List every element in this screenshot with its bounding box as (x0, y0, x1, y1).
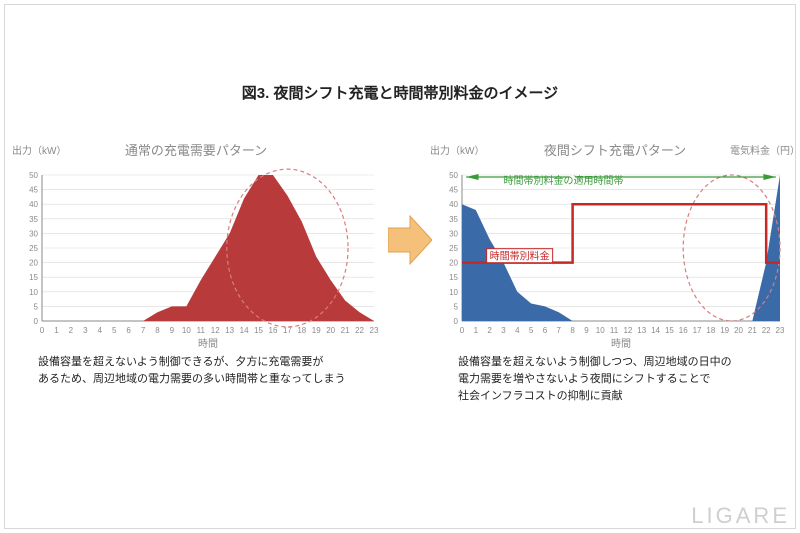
left-caption: 設備容量を超えないよう制御できるが、夕方に充電需要があるため、周辺地域の電力需要… (38, 354, 378, 388)
svg-text:1: 1 (54, 326, 59, 335)
svg-text:15: 15 (449, 273, 458, 282)
svg-text:1: 1 (474, 326, 479, 335)
svg-text:16: 16 (679, 326, 688, 335)
svg-text:4: 4 (515, 326, 520, 335)
svg-text:11: 11 (197, 326, 206, 335)
svg-text:5: 5 (529, 326, 534, 335)
svg-text:10: 10 (596, 326, 605, 335)
svg-text:20: 20 (326, 326, 335, 335)
svg-text:10: 10 (182, 326, 191, 335)
svg-text:2: 2 (69, 326, 74, 335)
svg-text:0: 0 (40, 326, 45, 335)
svg-text:時間帯別料金の適用時間帯: 時間帯別料金の適用時間帯 (503, 174, 623, 187)
svg-text:45: 45 (29, 186, 38, 195)
svg-text:50: 50 (29, 171, 38, 180)
svg-text:14: 14 (651, 326, 660, 335)
svg-text:8: 8 (155, 326, 160, 335)
right-y-axis-label: 出力（kW） (430, 142, 484, 157)
svg-text:18: 18 (297, 326, 306, 335)
svg-text:8: 8 (570, 326, 575, 335)
svg-text:4: 4 (98, 326, 103, 335)
svg-text:6: 6 (543, 326, 548, 335)
svg-text:30: 30 (29, 229, 38, 238)
svg-text:0: 0 (460, 326, 465, 335)
svg-text:13: 13 (637, 326, 646, 335)
svg-text:6: 6 (126, 326, 131, 335)
svg-text:21: 21 (341, 326, 350, 335)
svg-text:22: 22 (355, 326, 364, 335)
svg-text:19: 19 (312, 326, 321, 335)
svg-text:5: 5 (454, 302, 459, 311)
svg-text:22: 22 (762, 326, 771, 335)
svg-text:13: 13 (225, 326, 234, 335)
svg-text:23: 23 (370, 326, 379, 335)
left-chart-svg: 0510152025303540455001234567891011121314… (10, 161, 382, 351)
svg-text:9: 9 (170, 326, 175, 335)
svg-text:7: 7 (557, 326, 562, 335)
chart-area: 通常の充電需要パターン 出力（kW） 051015202530354045500… (10, 140, 790, 400)
transition-arrow (388, 210, 432, 270)
svg-text:35: 35 (449, 215, 458, 224)
svg-text:17: 17 (283, 326, 292, 335)
right-chart-svg: 0510152025303540455001234567891011121314… (430, 161, 800, 351)
svg-text:0: 0 (34, 317, 39, 326)
svg-text:時間: 時間 (198, 338, 218, 350)
svg-text:40: 40 (449, 200, 458, 209)
svg-text:50: 50 (449, 171, 458, 180)
svg-text:3: 3 (83, 326, 88, 335)
svg-text:21: 21 (748, 326, 757, 335)
svg-text:25: 25 (449, 244, 458, 253)
svg-text:20: 20 (449, 259, 458, 268)
svg-text:12: 12 (623, 326, 632, 335)
svg-text:16: 16 (269, 326, 278, 335)
watermark: LIGARE (691, 503, 790, 529)
right-caption: 設備容量を超えないよう制御しつつ、周辺地域の日中の電力需要を増やさないよう夜間に… (458, 354, 798, 405)
svg-text:12: 12 (211, 326, 220, 335)
svg-text:17: 17 (693, 326, 702, 335)
left-y-axis-label: 出力（kW） (12, 142, 66, 157)
svg-text:時間帯別料金: 時間帯別料金 (490, 250, 550, 263)
svg-text:11: 11 (610, 326, 619, 335)
svg-text:15: 15 (29, 273, 38, 282)
svg-text:5: 5 (112, 326, 117, 335)
svg-text:3: 3 (501, 326, 506, 335)
svg-text:35: 35 (29, 215, 38, 224)
svg-text:15: 15 (665, 326, 674, 335)
svg-text:5: 5 (34, 302, 39, 311)
svg-text:23: 23 (776, 326, 785, 335)
svg-text:20: 20 (29, 259, 38, 268)
svg-text:20: 20 (734, 326, 743, 335)
main-title: 図3. 夜間シフト充電と時間帯別料金のイメージ (0, 82, 800, 103)
right-y2-axis-label: 電気料金（円） (730, 142, 800, 157)
svg-text:10: 10 (29, 288, 38, 297)
svg-text:14: 14 (240, 326, 249, 335)
svg-text:25: 25 (29, 244, 38, 253)
svg-text:18: 18 (706, 326, 715, 335)
right-panel: 夜間シフト充電パターン 出力（kW） 電気料金（円） 0510152025303… (430, 140, 800, 351)
svg-text:7: 7 (141, 326, 146, 335)
svg-text:時間: 時間 (611, 338, 631, 350)
svg-text:10: 10 (449, 288, 458, 297)
svg-text:40: 40 (29, 200, 38, 209)
svg-text:45: 45 (449, 186, 458, 195)
svg-text:15: 15 (254, 326, 263, 335)
left-panel: 通常の充電需要パターン 出力（kW） 051015202530354045500… (10, 140, 382, 351)
svg-text:2: 2 (487, 326, 492, 335)
svg-text:0: 0 (454, 317, 459, 326)
svg-text:9: 9 (584, 326, 589, 335)
svg-text:19: 19 (720, 326, 729, 335)
svg-text:30: 30 (449, 229, 458, 238)
